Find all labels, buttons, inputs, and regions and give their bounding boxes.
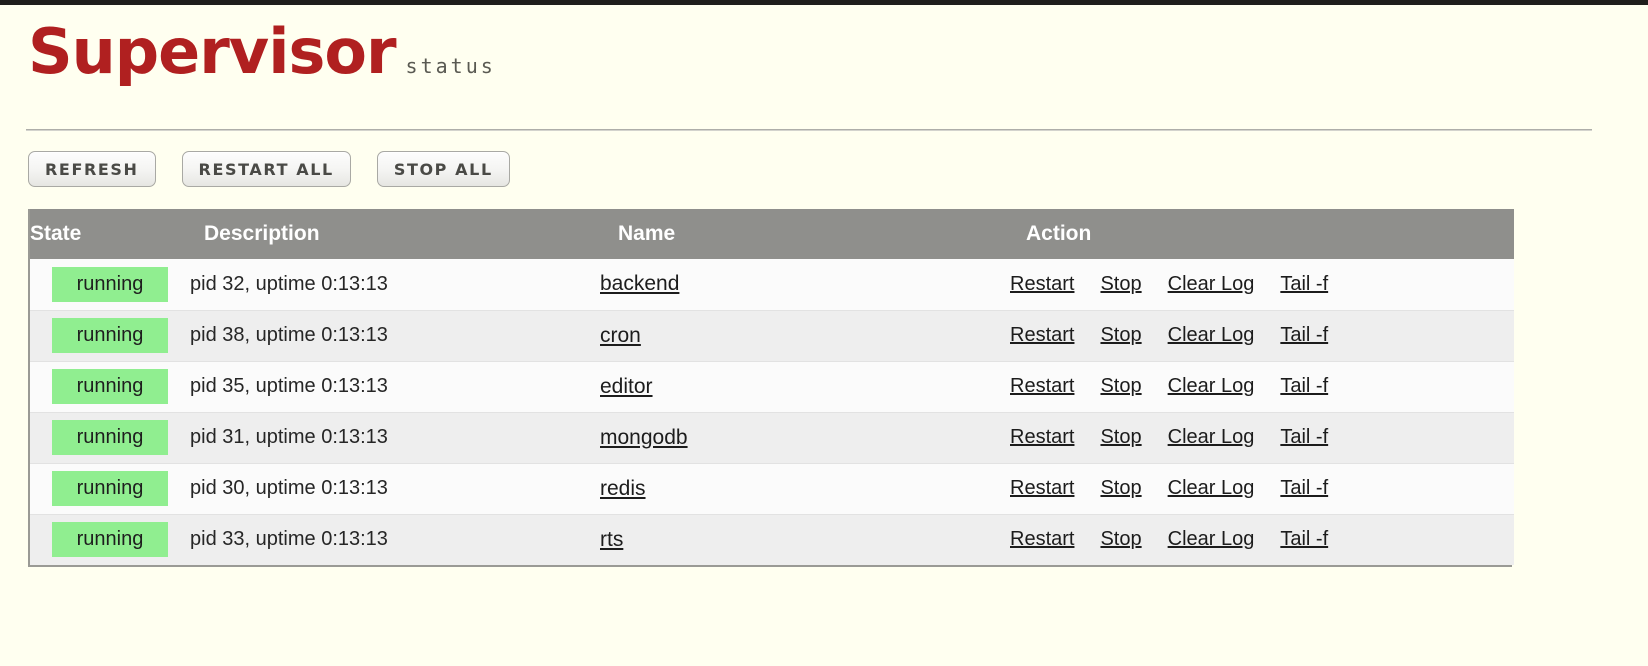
cell-state: running [30, 463, 190, 514]
action-links: Restart Stop Clear Log Tail -f [1010, 324, 1514, 347]
column-header-state: State [30, 209, 190, 259]
table-row: running pid 35, uptime 0:13:13 editor Resta… [30, 361, 1514, 412]
browser-chrome-edge [0, 0, 1648, 5]
stop-link[interactable]: Stop [1100, 528, 1142, 551]
column-header-action: Action [1010, 209, 1514, 259]
table-row: running pid 30, uptime 0:13:13 redis Restar… [30, 463, 1514, 514]
cell-state: running [30, 361, 190, 412]
cell-description: pid 33, uptime 0:13:13 [190, 528, 388, 551]
cell-name: backend [600, 259, 1010, 310]
cell-name: editor [600, 361, 1010, 412]
cell-state: running [30, 514, 190, 565]
stop-link[interactable]: Stop [1100, 272, 1142, 295]
brand-subtitle: status [405, 53, 496, 78]
refresh-button[interactable]: REFRESH [28, 151, 156, 187]
action-links: Restart Stop Clear Log Tail -f [1010, 477, 1514, 500]
stop-link[interactable]: Stop [1100, 426, 1142, 448]
cell-description: pid 38, uptime 0:13:13 [190, 324, 388, 346]
stop-link[interactable]: Stop [1100, 375, 1142, 397]
clear-log-link[interactable]: Clear Log [1167, 375, 1255, 397]
tail-log-link[interactable]: Tail -f [1280, 375, 1329, 397]
action-links: Restart Stop Clear Log Tail -f [1010, 528, 1514, 551]
clear-log-link[interactable]: Clear Log [1167, 272, 1255, 295]
cell-action: Restart Stop Clear Log Tail -f [1010, 310, 1514, 361]
process-status-table: State Description Name Action running pid… [30, 209, 1514, 565]
cell-name: redis [600, 463, 1010, 514]
restart-link[interactable]: Restart [1010, 477, 1075, 499]
cell-state: running [30, 259, 190, 310]
tail-log-link[interactable]: Tail -f [1280, 528, 1329, 551]
process-name-link[interactable]: editor [600, 374, 653, 398]
action-links: Restart Stop Clear Log Tail -f [1010, 426, 1514, 449]
supervisor-status-page: Supervisor status REFRESH RESTART ALL ST… [0, 5, 1648, 666]
status-badge: running [52, 266, 168, 302]
cell-action: Restart Stop Clear Log Tail -f [1010, 361, 1514, 412]
status-badge: running [52, 318, 168, 353]
status-badge: running [52, 420, 168, 455]
cell-description: pid 31, uptime 0:13:13 [190, 426, 388, 448]
clear-log-link[interactable]: Clear Log [1167, 528, 1255, 551]
action-links: Restart Stop Clear Log Tail -f [1010, 375, 1514, 398]
process-table-container: State Description Name Action running pid… [28, 209, 1514, 567]
table-row: running pid 32, uptime 0:13:13 backend Rest… [30, 259, 1514, 310]
cell-description: pid 30, uptime 0:13:13 [190, 477, 388, 499]
stop-link[interactable]: Stop [1100, 324, 1142, 346]
stop-all-button[interactable]: STOP ALL [376, 151, 510, 187]
process-name-link[interactable]: redis [600, 476, 646, 500]
column-header-name: Name [600, 209, 1010, 259]
cell-description: pid 32, uptime 0:13:13 [190, 272, 388, 295]
status-badge: running [52, 522, 168, 558]
clear-log-link[interactable]: Clear Log [1167, 324, 1255, 346]
process-name-link[interactable]: mongodb [600, 425, 688, 449]
cell-state: running [30, 310, 190, 361]
cell-description: pid 35, uptime 0:13:13 [190, 375, 388, 397]
process-name-link[interactable]: cron [600, 323, 641, 347]
cell-state: running [30, 412, 190, 463]
table-header-row: State Description Name Action [30, 209, 1514, 259]
table-row: running pid 38, uptime 0:13:13 cron Restart… [30, 310, 1514, 361]
restart-link[interactable]: Restart [1010, 528, 1075, 551]
process-name-link[interactable]: backend [600, 272, 680, 296]
brand-name: Supervisor [28, 15, 397, 88]
cell-action: Restart Stop Clear Log Tail -f [1010, 412, 1514, 463]
restart-link[interactable]: Restart [1010, 426, 1075, 448]
cell-action: Restart Stop Clear Log Tail -f [1010, 259, 1514, 310]
action-links: Restart Stop Clear Log Tail -f [1010, 273, 1514, 296]
cell-name: cron [600, 310, 1010, 361]
stop-link[interactable]: Stop [1100, 477, 1142, 499]
tail-log-link[interactable]: Tail -f [1280, 477, 1329, 499]
column-header-description: Description [190, 209, 600, 259]
table-row: running pid 31, uptime 0:13:13 mongodb Rest… [30, 412, 1514, 463]
restart-link[interactable]: Restart [1010, 324, 1075, 346]
status-badge: running [52, 369, 168, 404]
cell-name: rts [600, 514, 1010, 565]
tail-log-link[interactable]: Tail -f [1280, 324, 1329, 346]
table-header: State Description Name Action [30, 209, 1514, 259]
restart-all-button[interactable]: RESTART ALL [181, 151, 351, 187]
cell-name: mongodb [600, 412, 1010, 463]
cell-action: Restart Stop Clear Log Tail -f [1010, 514, 1514, 565]
status-badge: running [52, 471, 168, 506]
table-row: running pid 33, uptime 0:13:13 rts Restart S… [30, 514, 1514, 565]
cell-action: Restart Stop Clear Log Tail -f [1010, 463, 1514, 514]
clear-log-link[interactable]: Clear Log [1167, 477, 1255, 499]
page-header: Supervisor status [0, 5, 1648, 117]
toolbar: REFRESH RESTART ALL STOP ALL [0, 131, 1648, 187]
header-divider [26, 129, 1592, 131]
tail-log-link[interactable]: Tail -f [1280, 272, 1329, 295]
process-name-link[interactable]: rts [600, 527, 624, 551]
restart-link[interactable]: Restart [1010, 272, 1075, 295]
brand-logo: Supervisor status [28, 15, 1648, 88]
clear-log-link[interactable]: Clear Log [1167, 426, 1255, 448]
tail-log-link[interactable]: Tail -f [1280, 426, 1329, 448]
restart-link[interactable]: Restart [1010, 375, 1075, 397]
table-body: running pid 32, uptime 0:13:13 backend Rest… [30, 259, 1514, 565]
